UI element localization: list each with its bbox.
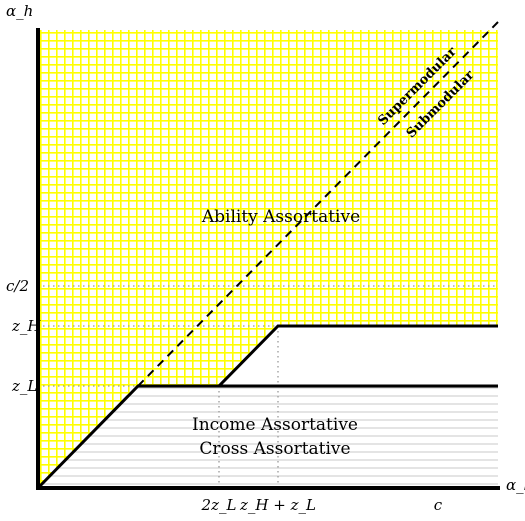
y-tick-zH: z_H <box>11 317 41 335</box>
guide-lines <box>38 285 498 488</box>
region-boundaries <box>36 324 498 490</box>
x-axis-label: α_l <box>506 476 525 494</box>
ability-assortative-region <box>38 30 498 488</box>
x-tick-zH-plus-zL: z_H + z_L <box>239 496 316 514</box>
lower-boundary <box>36 384 498 490</box>
y-tick-zL: z_L <box>11 377 37 395</box>
income-assortative-region <box>38 386 498 488</box>
cross-assortative-label: Cross Assortative <box>199 439 350 459</box>
ability-assortative-label: Ability Assortative <box>201 207 360 227</box>
y-tick-c-half: c/2 <box>6 277 29 295</box>
modularity-diagonal <box>137 21 499 387</box>
x-tick-two-zL: 2z_L <box>201 496 237 514</box>
y-axis-label: α_h <box>6 2 33 20</box>
x-tick-c: c <box>434 496 443 514</box>
income-assortative-label: Income Assortative <box>192 415 358 435</box>
upper-boundary <box>217 324 498 388</box>
